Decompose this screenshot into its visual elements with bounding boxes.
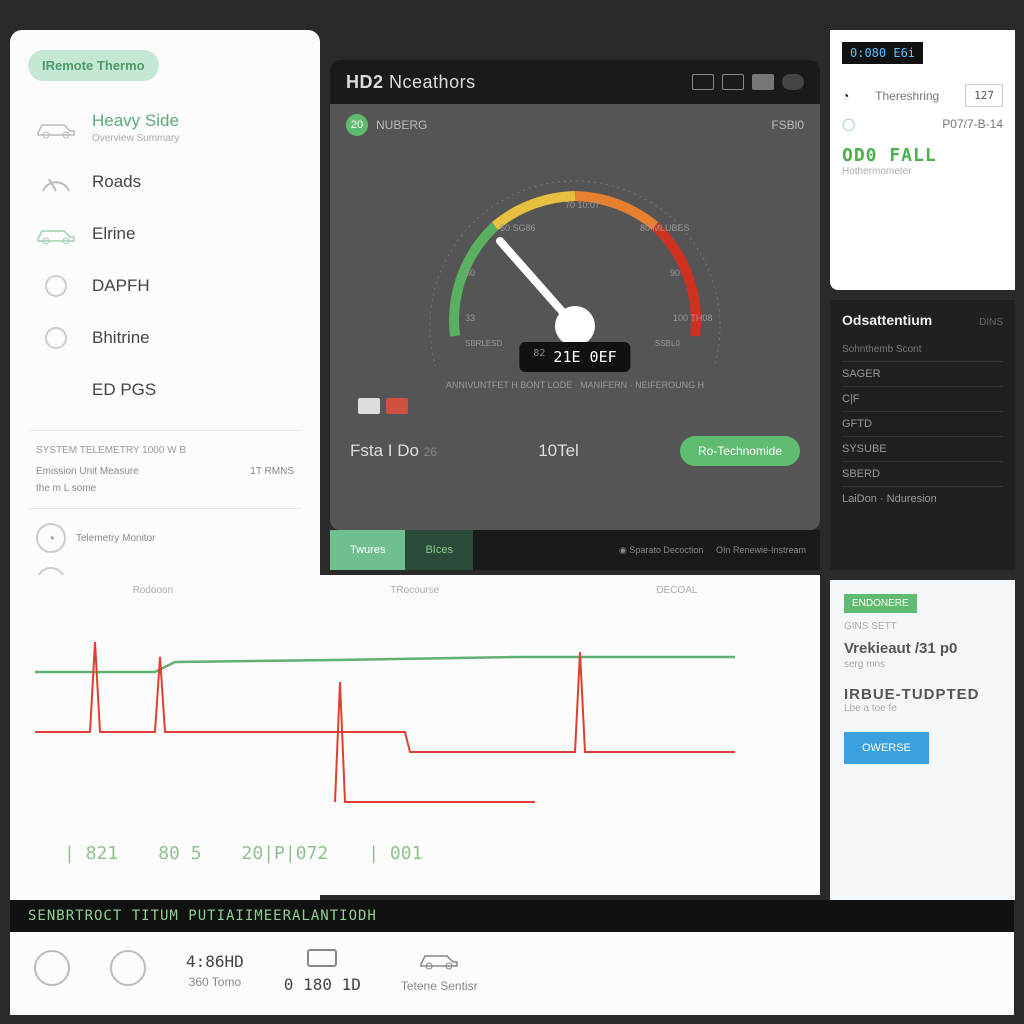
sidebar-item-bhitrine[interactable]: Bhitrine — [28, 312, 302, 364]
sidebar-item-edpgs[interactable]: ED PGS — [28, 364, 302, 416]
gauge-icon: ◔ — [842, 89, 849, 103]
window-icon[interactable] — [692, 74, 714, 90]
chart-svg — [24, 602, 806, 832]
footer-header: SENBRTROCT TITUM PUTIAIIMEERALANTIODH — [10, 900, 1014, 932]
monitor-item[interactable]: ◔ Telemetry Monitor — [36, 523, 294, 553]
circle-icon: ◯ — [842, 117, 855, 131]
svg-text:50: 50 — [465, 268, 475, 278]
svg-text:90: 90 — [670, 268, 680, 278]
chart-panel: Rodooon TRocourse DECOAL | 821 80 5 20|P… — [10, 575, 820, 895]
sidebar-item-label: Heavy Side — [92, 111, 179, 130]
badge-label: NUBERG — [376, 118, 427, 132]
sidebar-item-heavy[interactable]: Heavy Side Overview Summary — [28, 99, 302, 156]
tab-bices[interactable]: BIces — [405, 530, 473, 570]
blank-icon — [34, 376, 78, 404]
list-item[interactable]: SBERD — [842, 461, 1003, 486]
list-item: Emission Unit Measure 1T RMNS — [36, 466, 294, 477]
gauge-chips — [358, 398, 804, 414]
tab-twures[interactable]: Twures — [330, 530, 405, 570]
car-icon — [34, 114, 78, 142]
section-head: SYSTEM TELEMETRY 1000 W B — [36, 445, 302, 456]
window-icon[interactable] — [782, 74, 804, 90]
chart-xaxis: | 821 80 5 20|P|072 | 001 — [24, 843, 806, 864]
gauge-icon: ◔ — [36, 523, 66, 553]
car-icon — [417, 948, 461, 970]
svg-text:100 TH08: 100 TH08 — [673, 313, 712, 323]
sidebar-item-roads[interactable]: Roads — [28, 156, 302, 208]
ring-icon — [34, 950, 70, 986]
gauge-panel: HD2 Nceathors 20 NUBERG FSBl0 — [330, 60, 820, 530]
gauge-lcd: 82 21E 0EF — [519, 342, 630, 372]
window-icon[interactable] — [752, 74, 774, 90]
divider — [28, 430, 302, 431]
list-item[interactable]: LaiDon · Nduresion — [842, 486, 1003, 511]
svg-text:70 10:07: 70 10:07 — [565, 200, 600, 210]
footer-cell — [34, 950, 70, 990]
box-icon — [304, 946, 340, 970]
list-item[interactable]: SYSUBE — [842, 436, 1003, 461]
svg-text:SBRLESD: SBRLESD — [465, 339, 503, 348]
sidebar-item-label: ED PGS — [92, 380, 156, 400]
gauge-action-button[interactable]: Ro-Technomide — [680, 436, 800, 466]
sidebar-item-sub: Overview Summary — [92, 133, 179, 144]
divider — [28, 508, 302, 509]
ts-info-icon: ◉ — [619, 545, 629, 555]
svg-text:60 SG86: 60 SG86 — [500, 223, 536, 233]
list-item[interactable]: SAGER — [842, 361, 1003, 386]
gauge-subtext: ANNIVUNTFET H BONT LODE · MANIFERN · NEI… — [346, 380, 804, 390]
chip-icon — [358, 398, 380, 414]
footer-cell: 0 180 1D — [284, 946, 361, 994]
right-label: FSBl0 — [771, 118, 804, 132]
card-heading: IRBUE-TUDPTED — [844, 686, 1001, 703]
sidebar-item-label: Bhitrine — [92, 328, 150, 348]
status-badge: 20 — [346, 114, 368, 136]
footer-panel: SENBRTROCT TITUM PUTIAIIMEERALANTIODH 4:… — [10, 900, 1014, 1015]
circle-icon — [34, 272, 78, 300]
chip-icon — [386, 398, 408, 414]
sidebar-item-label: Elrine — [92, 224, 135, 244]
gauge-dial: 33 50 60 SG86 70 10:07 80 MLUBES 90 100 … — [405, 146, 745, 366]
chart-legend: Rodooon TRocourse DECOAL — [24, 585, 806, 596]
sidebar-header: IRemote Thermo — [28, 50, 159, 81]
footer-cell: Tetene Sentisr — [401, 948, 478, 993]
ring-icon — [110, 950, 146, 986]
sidebar-item-elrine[interactable]: Elrine — [28, 208, 302, 260]
tabstrip: Twures BIces ◉ Sparato Decoction OIn Ren… — [330, 530, 820, 570]
right-top-panel: 0:080 E6i ◔ Thereshring 127 ◯ P07/7-B-14… — [830, 30, 1015, 290]
circle-icon — [34, 324, 78, 352]
counter-display: 0:080 E6i — [842, 42, 923, 64]
list-item[interactable]: C|F — [842, 386, 1003, 411]
right-dark-panel: Odsattentium DINS Sohnthemb Scont SAGER … — [830, 300, 1015, 570]
gauge-header: HD2 Nceathors — [330, 60, 820, 104]
window-icon[interactable] — [722, 74, 744, 90]
panel-title: Odsattentium — [842, 312, 932, 328]
svg-text:SSBL0: SSBL0 — [655, 339, 680, 348]
dark-list: SAGER C|F GFTD SYSUBE SBERD LaiDon · Ndu… — [842, 361, 1003, 511]
gauge-title: HD2 Nceathors — [346, 72, 476, 93]
card-badge: ENDONERE — [844, 594, 917, 613]
reading-2: 10Tel — [538, 441, 579, 461]
right-card: ENDONERE GINS SETT Vrekieaut /31 p0 serg… — [830, 580, 1015, 900]
sidebar-item-label: Roads — [92, 172, 141, 192]
svg-text:33: 33 — [465, 313, 475, 323]
car-icon — [34, 220, 78, 248]
card-button[interactable]: OWERSE — [844, 732, 929, 764]
reading-1: Fsta I Do 26 — [350, 441, 437, 461]
sidebar-item-dapfh[interactable]: DAPFH — [28, 260, 302, 312]
status-value: OD0 FALL — [842, 145, 1003, 166]
card-title: Vrekieaut /31 p0 — [844, 640, 1001, 657]
svg-text:80 MLUBES: 80 MLUBES — [640, 223, 690, 233]
gauge-icon — [34, 168, 78, 196]
sidebar-item-label: DAPFH — [92, 276, 150, 296]
list-item[interactable]: GFTD — [842, 411, 1003, 436]
footer-cell — [110, 950, 146, 990]
list-item: the m L some — [36, 483, 294, 494]
footer-cell: 4:86HD 360 Tomo — [186, 952, 244, 989]
